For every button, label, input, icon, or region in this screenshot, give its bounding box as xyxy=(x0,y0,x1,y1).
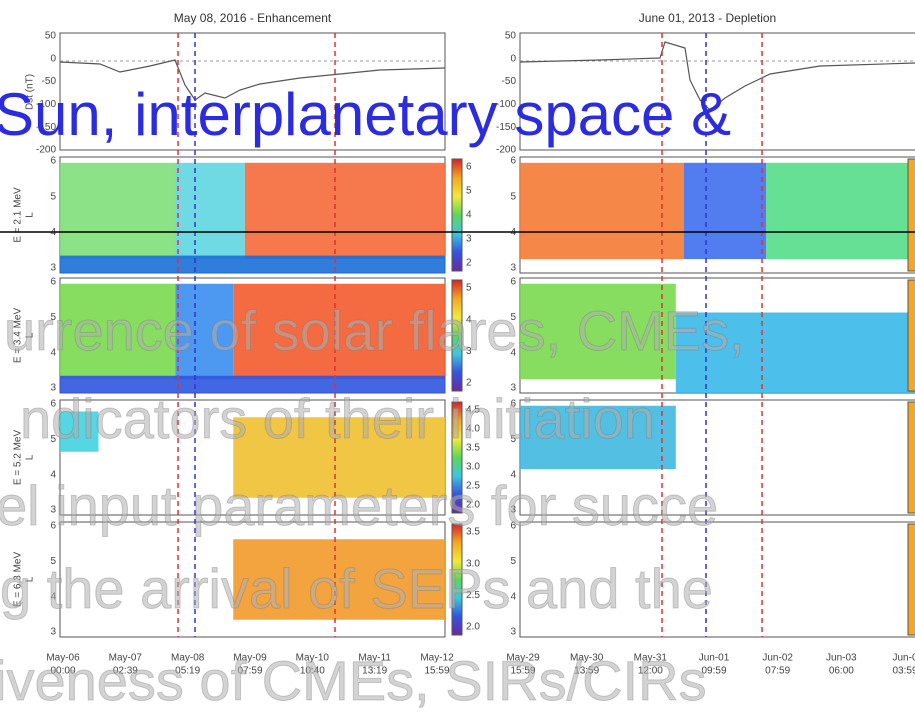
heatmap-block xyxy=(520,163,684,259)
axis-label: L xyxy=(25,454,36,460)
slide-bullet-text: el input parameters for succe xyxy=(0,474,718,537)
l-tick-label: 6 xyxy=(50,277,56,288)
colorbar-tick-label: 5 xyxy=(466,186,472,197)
heatmap-block xyxy=(766,163,915,259)
l-tick-label: 6 xyxy=(510,156,516,167)
l-tick-label: 3 xyxy=(50,627,56,638)
l-tick-label: 3 xyxy=(510,263,516,274)
x-tick-date: Jun-03 xyxy=(826,653,857,664)
slide: May 08, 2016 - Enhancement500-50-100-150… xyxy=(0,0,915,715)
figure-title: June 01, 2013 - Depletion xyxy=(639,11,776,25)
x-tick-time: 07:59 xyxy=(765,666,790,677)
slide-bullet-text: ndicators of their initiation xyxy=(20,387,655,450)
colorbar-tick-label: 5 xyxy=(466,283,472,294)
dst-tick-label: 50 xyxy=(505,31,517,42)
dst-tick-label: 0 xyxy=(50,53,56,64)
dst-tick-label: 0 xyxy=(510,53,516,64)
colorbar-tick-label: 3.0 xyxy=(466,462,480,473)
l-tick-label: 5 xyxy=(50,191,56,202)
colorbar-tick-label: 3 xyxy=(466,234,472,245)
colorbar-tick-label: 4 xyxy=(466,210,472,221)
l-tick-label: 5 xyxy=(510,191,516,202)
l-tick-label: 3 xyxy=(510,627,516,638)
dst-tick-label: 50 xyxy=(45,31,57,42)
colorbar xyxy=(908,402,915,513)
heatmap-block xyxy=(60,163,176,259)
energy-label: E = 2.1 MeV xyxy=(13,187,24,243)
x-tick-date: Jun-0 xyxy=(892,653,915,664)
colorbar-tick-label: 2.0 xyxy=(466,622,480,633)
heatmap-block xyxy=(60,256,445,273)
figure-title: May 08, 2016 - Enhancement xyxy=(174,11,332,25)
heatmap-block xyxy=(245,163,445,259)
heatmap-block xyxy=(684,163,766,259)
x-tick-time: 03:59 xyxy=(892,666,915,677)
colorbar-tick-label: 6 xyxy=(466,162,472,173)
colorbar xyxy=(452,159,462,271)
colorbar xyxy=(908,524,915,635)
l-tick-label: 6 xyxy=(510,277,516,288)
slide-bullet-text: iveness of CMEs, SIRs/CIRs xyxy=(0,649,707,712)
slide-bullet-text: g the arrival of SEPs and the xyxy=(0,557,713,620)
colorbar-tick-label: 2 xyxy=(466,258,472,269)
colorbar xyxy=(908,280,915,391)
slide-heading: Sun, interplanetary space & xyxy=(0,81,731,148)
l-tick-label: 6 xyxy=(50,156,56,167)
axis-label: L xyxy=(25,212,36,218)
colorbar xyxy=(908,159,915,271)
x-tick-time: 06:00 xyxy=(829,666,854,677)
x-tick-date: Jun-02 xyxy=(762,653,793,664)
l-tick-label: 3 xyxy=(50,263,56,274)
heatmap-block xyxy=(176,163,245,259)
slide-bullet-text: urrence of solar flares, CMEs, xyxy=(4,299,745,362)
